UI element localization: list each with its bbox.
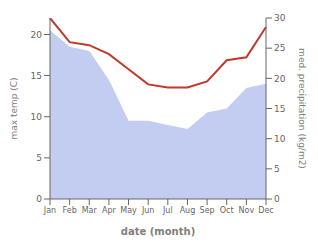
- svg-text:20: 20: [31, 30, 43, 40]
- svg-text:Oct: Oct: [220, 206, 234, 215]
- svg-text:Apr: Apr: [102, 206, 117, 215]
- svg-text:10: 10: [31, 112, 43, 122]
- svg-text:10: 10: [274, 134, 286, 144]
- svg-text:20: 20: [274, 74, 286, 84]
- svg-text:Aug: Aug: [180, 206, 196, 215]
- svg-text:Feb: Feb: [63, 206, 77, 215]
- svg-text:Jul: Jul: [162, 206, 173, 215]
- svg-text:5: 5: [36, 153, 42, 163]
- svg-text:Jan: Jan: [43, 206, 56, 215]
- svg-text:med. precipitation (kg/m2): med. precipitation (kg/m2): [297, 48, 307, 169]
- svg-text:Sep: Sep: [200, 206, 215, 215]
- svg-text:15: 15: [31, 71, 42, 81]
- svg-text:Mar: Mar: [82, 206, 98, 215]
- svg-text:0: 0: [36, 194, 42, 204]
- svg-text:max temp (C): max temp (C): [9, 77, 19, 139]
- svg-text:Jun: Jun: [141, 206, 155, 215]
- svg-text:30: 30: [274, 13, 286, 23]
- svg-text:Nov: Nov: [239, 206, 255, 215]
- svg-text:0: 0: [274, 194, 280, 204]
- svg-text:date (month): date (month): [121, 226, 195, 237]
- svg-text:Dec: Dec: [258, 206, 273, 215]
- svg-text:15: 15: [274, 104, 285, 114]
- svg-text:5: 5: [274, 164, 280, 174]
- svg-text:25: 25: [274, 43, 285, 53]
- svg-text:May: May: [120, 206, 137, 215]
